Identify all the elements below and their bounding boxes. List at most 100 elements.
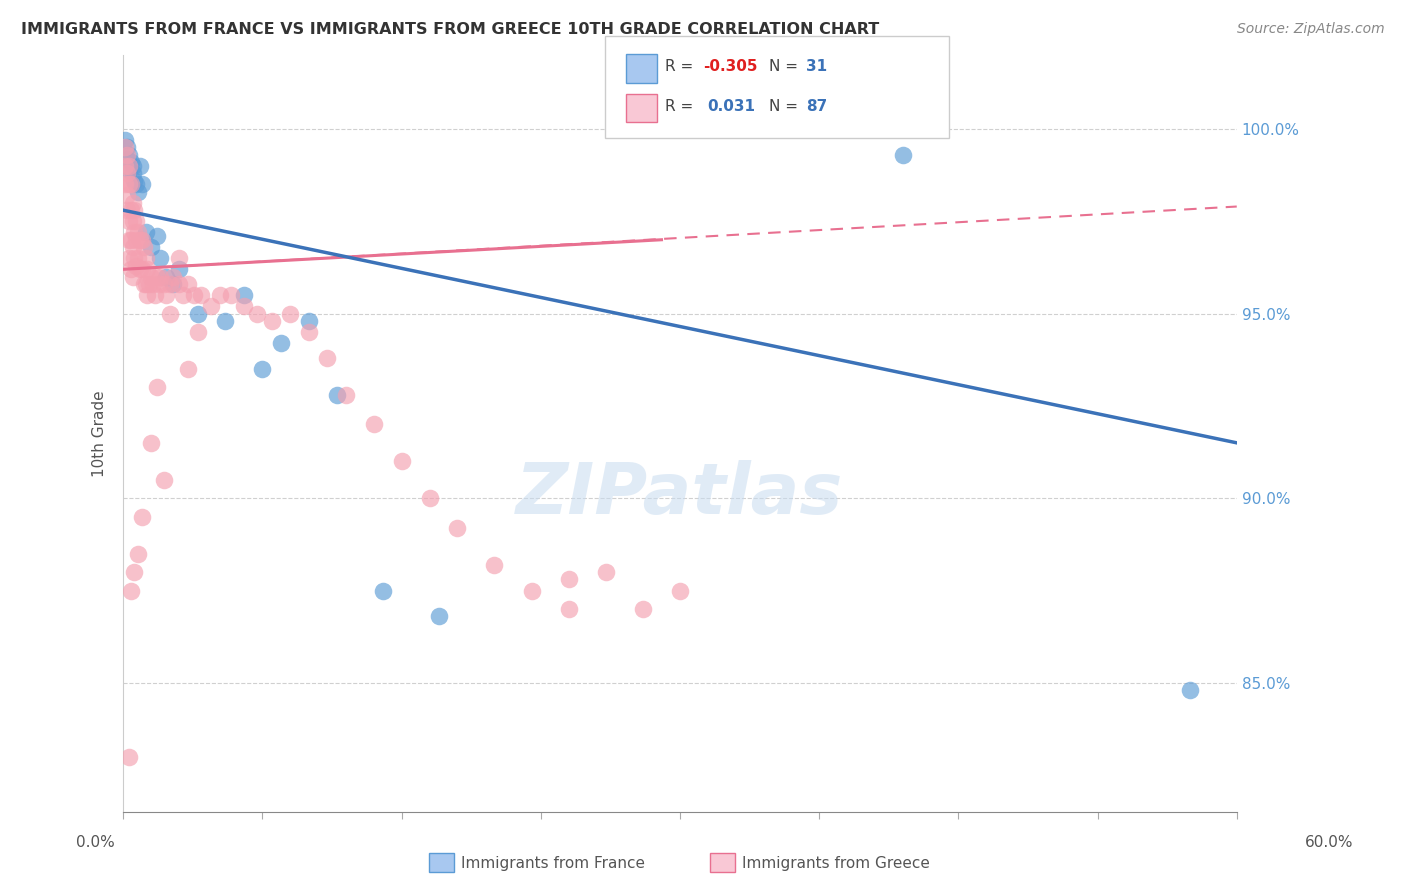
Point	[135, 277, 157, 291]
Point	[557, 573, 579, 587]
Text: Immigrants from Greece: Immigrants from Greece	[742, 856, 931, 871]
Point	[252, 362, 274, 376]
Point	[127, 547, 149, 561]
Point	[125, 233, 148, 247]
Point	[138, 277, 160, 291]
Text: N =: N =	[769, 99, 803, 113]
Point	[167, 277, 190, 291]
Point	[114, 140, 136, 154]
Point	[177, 277, 200, 291]
Point	[120, 155, 142, 169]
Point	[120, 178, 142, 192]
Y-axis label: 10th Grade: 10th Grade	[93, 391, 107, 477]
Point	[124, 174, 146, 188]
Point	[520, 583, 543, 598]
Point	[484, 558, 506, 572]
Point	[270, 336, 292, 351]
Point	[186, 307, 208, 321]
Point	[186, 325, 208, 339]
Point	[172, 288, 194, 302]
Point	[148, 277, 170, 291]
Point	[232, 299, 254, 313]
Point	[298, 325, 321, 339]
Point	[190, 288, 212, 302]
Point	[1180, 683, 1202, 698]
Point	[153, 473, 176, 487]
Point	[335, 388, 357, 402]
Point	[118, 251, 141, 265]
Point	[120, 262, 142, 277]
Point	[557, 602, 579, 616]
Point	[316, 351, 339, 365]
Point	[371, 583, 394, 598]
Point	[142, 277, 165, 291]
Point	[124, 251, 146, 265]
Text: IMMIGRANTS FROM FRANCE VS IMMIGRANTS FROM GREECE 10TH GRADE CORRELATION CHART: IMMIGRANTS FROM FRANCE VS IMMIGRANTS FRO…	[21, 22, 879, 37]
Point	[391, 454, 413, 468]
Point	[149, 269, 172, 284]
Point	[118, 178, 141, 192]
Text: R =: R =	[665, 99, 703, 113]
Point	[118, 162, 141, 177]
Point	[446, 521, 468, 535]
Point	[177, 362, 200, 376]
Text: 31: 31	[806, 60, 827, 74]
Point	[115, 148, 138, 162]
Point	[219, 288, 242, 302]
Point	[232, 288, 254, 302]
Text: ZIPatlas: ZIPatlas	[516, 459, 844, 529]
Point	[363, 417, 385, 432]
Point	[114, 159, 136, 173]
Point	[115, 166, 138, 180]
Point	[891, 148, 914, 162]
Point	[131, 262, 153, 277]
Point	[153, 277, 176, 291]
Point	[127, 251, 149, 265]
Point	[136, 262, 159, 277]
Point	[162, 277, 184, 291]
Point	[145, 229, 167, 244]
Point	[145, 380, 167, 394]
Point	[139, 435, 162, 450]
Point	[208, 288, 231, 302]
Point	[149, 251, 172, 265]
Point	[200, 299, 222, 313]
Point	[118, 233, 141, 247]
Point	[143, 288, 166, 302]
Point	[121, 240, 143, 254]
Point	[127, 226, 149, 240]
Point	[121, 195, 143, 210]
Text: N =: N =	[769, 60, 803, 74]
Point	[260, 314, 283, 328]
Point	[131, 509, 153, 524]
Point	[162, 269, 184, 284]
Point	[183, 288, 205, 302]
Point	[129, 159, 152, 173]
Point	[132, 277, 155, 291]
Point	[427, 609, 450, 624]
Point	[115, 140, 138, 154]
Point	[418, 491, 440, 506]
Point	[214, 314, 236, 328]
Point	[136, 288, 159, 302]
Point	[121, 269, 143, 284]
Point	[155, 269, 177, 284]
Point	[120, 583, 142, 598]
Point	[125, 214, 148, 228]
Point	[121, 159, 143, 173]
Point	[129, 233, 152, 247]
Text: 60.0%: 60.0%	[1305, 836, 1353, 850]
Point	[167, 262, 190, 277]
Point	[135, 226, 157, 240]
Point	[325, 388, 347, 402]
Text: Source: ZipAtlas.com: Source: ZipAtlas.com	[1237, 22, 1385, 37]
Point	[118, 214, 141, 228]
Point	[129, 262, 152, 277]
Point	[145, 269, 167, 284]
Point	[139, 269, 162, 284]
Point	[120, 203, 142, 218]
Point	[118, 749, 141, 764]
Point	[121, 166, 143, 180]
Text: 0.031: 0.031	[707, 99, 755, 113]
Point	[669, 583, 692, 598]
